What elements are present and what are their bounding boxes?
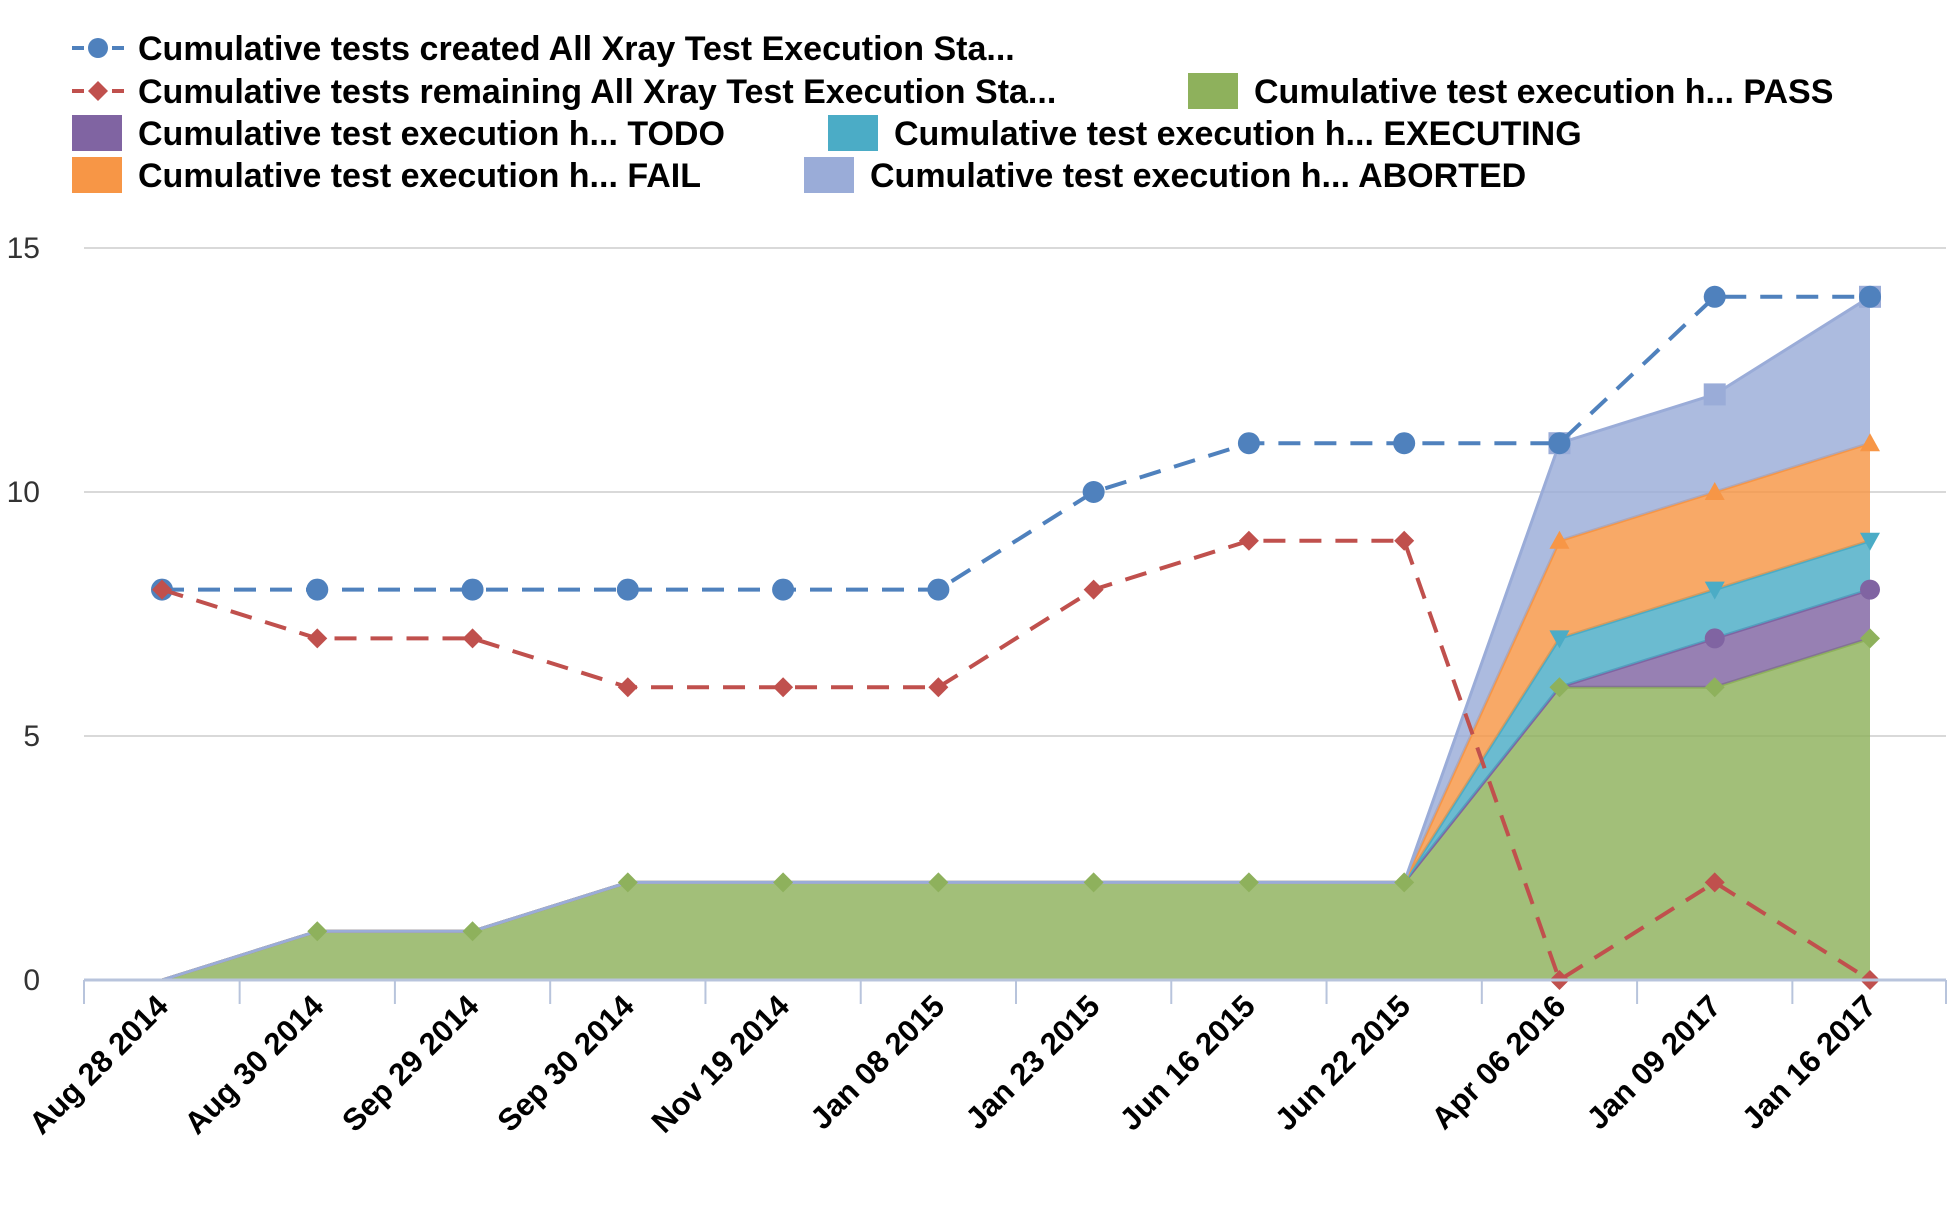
line-remaining-marker — [928, 677, 949, 698]
stacked-areas — [161, 285, 1881, 982]
area-pass — [162, 638, 1870, 980]
legend-marker — [88, 81, 108, 101]
line-remaining-marker — [617, 677, 638, 698]
marker-executing — [1860, 532, 1880, 551]
marker-executing — [1704, 581, 1725, 600]
line-created-marker — [927, 578, 950, 601]
line-remaining — [161, 538, 1872, 984]
marker-pass — [1238, 872, 1259, 893]
x-tick-label: Nov 19 2014 — [645, 988, 797, 1140]
y-tick-label: 0 — [23, 964, 40, 997]
legend-item: Cumulative test execution h... ABORTED — [804, 157, 1526, 195]
x-tick-label: Jan 23 2015 — [959, 988, 1107, 1136]
marker-pass — [773, 872, 794, 893]
line-created-marker — [616, 578, 639, 601]
marker-pass — [1704, 677, 1725, 698]
legend-label: Cumulative test execution h... ABORTED — [870, 157, 1526, 195]
marker-fail — [1704, 482, 1725, 500]
marker-pass — [462, 921, 483, 942]
legend-label: Cumulative test execution h... TODO — [138, 115, 725, 153]
line-created-marker — [1237, 432, 1260, 455]
line-remaining-marker — [1394, 530, 1415, 551]
line-created-marker — [1082, 481, 1105, 503]
marker-pass — [1083, 872, 1104, 893]
line-created-marker — [1548, 432, 1571, 455]
line-created-marker — [772, 578, 795, 601]
marker-fail — [1860, 433, 1880, 452]
y-tick-label: 5 — [23, 720, 40, 753]
legend-swatch-aborted — [804, 157, 854, 193]
legend-marker — [88, 38, 108, 58]
legend-swatch-todo — [72, 115, 122, 151]
x-tick-label: Aug 30 2014 — [178, 988, 331, 1141]
line-remaining-marker — [152, 579, 172, 600]
legend-swatch-pass — [1188, 73, 1238, 109]
lines — [151, 285, 1881, 990]
legend-label: Cumulative test execution h... FAIL — [138, 157, 701, 195]
legend-label: Cumulative test execution h... EXECUTING — [894, 115, 1582, 153]
line-created-marker — [306, 578, 329, 601]
marker-executing — [1549, 630, 1570, 649]
x-tick-label: Jun 16 2015 — [1113, 988, 1262, 1137]
y-tick-label: 15 — [7, 232, 40, 265]
x-tick-label: Apr 06 2016 — [1425, 988, 1573, 1136]
legend-label: Cumulative tests created All Xray Test E… — [138, 30, 1015, 68]
legend-label: Cumulative tests remaining All Xray Test… — [138, 73, 1056, 111]
legend-item: Cumulative tests remaining All Xray Test… — [72, 73, 1056, 111]
marker-pass — [617, 872, 638, 893]
legend-swatch-executing — [828, 115, 878, 151]
legend-label: Cumulative test execution h... PASS — [1254, 73, 1833, 111]
x-tick-label: Jan 09 2017 — [1580, 988, 1728, 1136]
legend-item: Cumulative test execution h... FAIL — [72, 157, 701, 195]
area-edge-aborted — [161, 295, 1871, 982]
line-remaining-marker — [307, 628, 328, 649]
legend: Cumulative tests created All Xray Test E… — [72, 30, 1833, 195]
x-tick-label: Sep 30 2014 — [490, 988, 641, 1139]
marker-fail — [1549, 530, 1570, 549]
x-tick-label: Jan 16 2017 — [1735, 988, 1883, 1136]
line-created-marker — [1703, 285, 1726, 308]
marker-pass — [928, 872, 949, 893]
line-remaining-marker — [1238, 530, 1259, 551]
line-created — [162, 294, 1870, 592]
line-remaining-marker — [1083, 579, 1104, 600]
marker-pass — [1549, 677, 1570, 698]
x-tick-label: Jan 08 2015 — [803, 988, 951, 1136]
line-remaining-marker — [1704, 872, 1725, 893]
marker-pass — [1860, 628, 1880, 649]
marker-pass — [307, 921, 328, 942]
marker-pass — [1394, 872, 1415, 893]
marker-todo — [1860, 579, 1880, 600]
line-remaining-marker — [773, 677, 794, 698]
marker-todo — [1704, 628, 1725, 649]
legend-item: Cumulative test execution h... PASS — [1188, 73, 1833, 111]
legend-item: Cumulative test execution h... TODO — [72, 115, 725, 153]
line-created-marker — [1393, 432, 1416, 455]
legend-item: Cumulative tests created All Xray Test E… — [72, 30, 1015, 68]
legend-swatch-fail — [72, 157, 122, 193]
line-created-marker — [461, 578, 484, 601]
legend-item: Cumulative test execution h... EXECUTING — [828, 115, 1582, 153]
line-created-marker — [1859, 285, 1881, 308]
y-tick-label: 10 — [7, 476, 40, 509]
x-tick-label: Jun 22 2015 — [1268, 988, 1417, 1137]
x-tick-label: Sep 29 2014 — [335, 988, 486, 1139]
marker-aborted — [1703, 383, 1726, 406]
line-remaining-marker — [462, 628, 483, 649]
x-tick-label: Aug 28 2014 — [22, 988, 175, 1141]
